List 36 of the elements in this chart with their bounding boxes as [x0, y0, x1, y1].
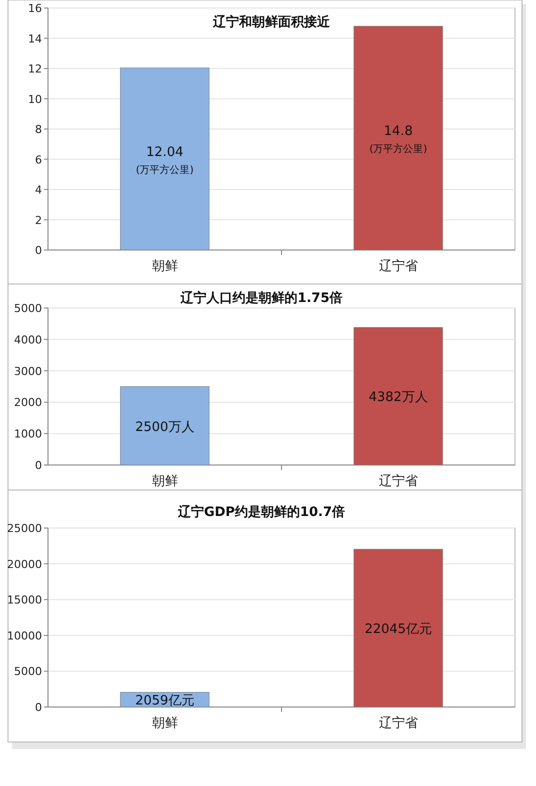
- y-tick-label: 15000: [7, 594, 42, 607]
- x-tick-label: 辽宁省: [378, 715, 418, 731]
- data-label: 12.04 (万平方公里): [136, 144, 194, 176]
- y-tick-label: 6: [35, 153, 42, 166]
- y-tick-label: 20000: [7, 558, 42, 571]
- text: 辽宁和朝鲜面积接近: [212, 14, 331, 30]
- y-tick-label: 4: [35, 184, 42, 196]
- y-tick-label: 10000: [7, 629, 42, 642]
- data-label: 4382万人: [368, 390, 428, 406]
- y-tick-label: 5000: [14, 302, 42, 315]
- y-tick-label: 14: [28, 32, 42, 46]
- y-tick-label: 16: [28, 2, 42, 15]
- y-tick-label: 8: [35, 123, 42, 136]
- y-tick-label: 0: [35, 244, 42, 257]
- y-tick-label: 0: [35, 701, 42, 714]
- y-tick-label: 1000: [14, 428, 42, 441]
- x-tick-label: 朝鲜: [152, 474, 178, 489]
- x-tick-label: 朝鲜: [152, 259, 178, 274]
- data-label: 22045亿元: [364, 622, 432, 638]
- y-tick-label: 25000: [7, 522, 42, 535]
- data-label: 14.8 (万平方公里): [369, 124, 428, 156]
- y-tick-label: 2000: [14, 396, 42, 410]
- chart-title: 辽宁GDP约是朝鲜的10.7倍: [176, 504, 346, 520]
- y-tick-label: 3000: [14, 364, 42, 378]
- y-tick-label: 4000: [14, 333, 42, 346]
- y-tick-label: 10: [28, 92, 42, 106]
- chart-title: 辽宁人口约是朝鲜的1.75倍: [179, 290, 343, 306]
- data-label: 2500万人: [135, 420, 194, 435]
- y-tick-label: 2: [35, 214, 42, 227]
- data-label: 2059亿元: [135, 694, 194, 709]
- y-tick-label: 0: [35, 459, 42, 472]
- x-tick-label: 辽宁省: [378, 473, 418, 489]
- y-tick-label: 5000: [14, 665, 42, 678]
- x-tick-label: 辽宁省: [378, 258, 418, 274]
- x-tick-label: 朝鲜: [152, 716, 178, 731]
- y-tick-label: 12: [28, 62, 42, 76]
